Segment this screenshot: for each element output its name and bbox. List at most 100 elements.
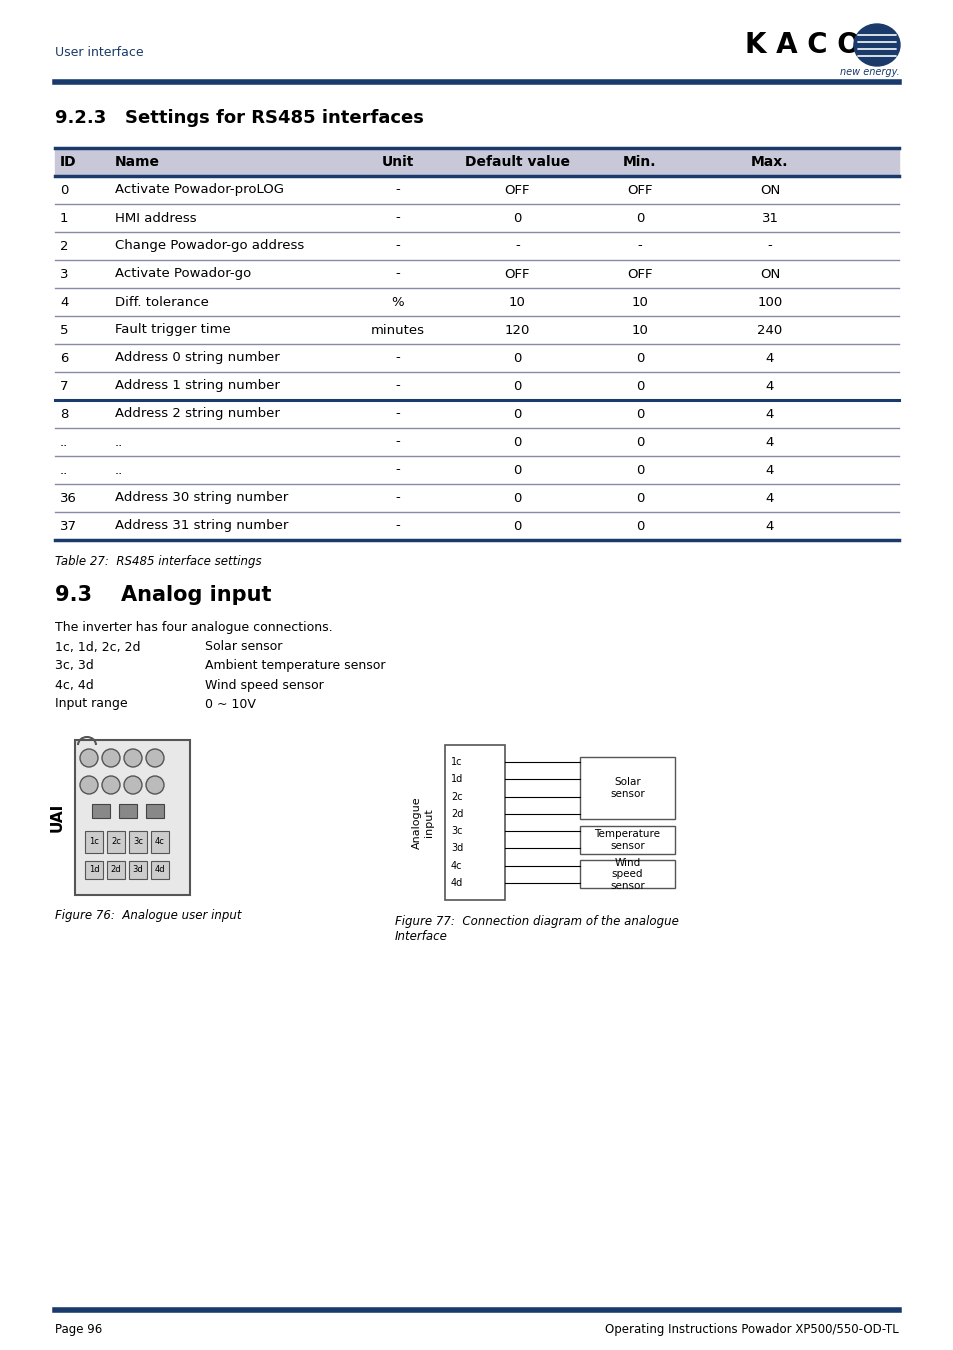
Text: 8: 8 <box>60 408 69 420</box>
Text: minutes: minutes <box>370 324 424 336</box>
Circle shape <box>146 749 164 767</box>
Text: OFF: OFF <box>626 267 652 281</box>
Text: 4: 4 <box>765 463 774 477</box>
Text: 1c, 1d, 2c, 2d: 1c, 1d, 2c, 2d <box>55 640 140 653</box>
Text: 0: 0 <box>513 379 521 393</box>
Text: 2d: 2d <box>111 865 121 875</box>
Text: 10: 10 <box>631 296 648 309</box>
Text: ..: .. <box>60 436 69 448</box>
Circle shape <box>102 749 120 767</box>
Text: 7: 7 <box>60 379 69 393</box>
Text: 2: 2 <box>60 239 69 252</box>
Text: 4: 4 <box>765 491 774 505</box>
Text: 0: 0 <box>513 408 521 420</box>
Text: Solar sensor: Solar sensor <box>205 640 282 653</box>
Text: -: - <box>395 436 399 448</box>
Text: 3c: 3c <box>132 837 143 846</box>
Text: Min.: Min. <box>622 155 656 169</box>
Text: ..: .. <box>115 463 123 477</box>
Circle shape <box>80 776 98 794</box>
Text: 37: 37 <box>60 520 77 532</box>
Text: 3d: 3d <box>451 844 463 853</box>
Text: 4c, 4d: 4c, 4d <box>55 679 93 691</box>
Circle shape <box>146 776 164 794</box>
Text: %: % <box>391 296 403 309</box>
Text: Diff. tolerance: Diff. tolerance <box>115 296 209 309</box>
Text: 4: 4 <box>765 351 774 364</box>
Text: Input range: Input range <box>55 698 128 710</box>
Text: 3c, 3d: 3c, 3d <box>55 660 93 672</box>
Text: -: - <box>767 239 772 252</box>
Bar <box>129 832 147 853</box>
Bar <box>107 832 125 853</box>
Text: 4: 4 <box>765 408 774 420</box>
Text: Temperature
sensor: Temperature sensor <box>594 829 659 850</box>
Text: User interface: User interface <box>55 46 144 58</box>
Text: 10: 10 <box>631 324 648 336</box>
Text: Wind
speed
sensor: Wind speed sensor <box>610 857 644 891</box>
Circle shape <box>102 776 120 794</box>
Text: 0: 0 <box>513 463 521 477</box>
Bar <box>85 861 103 879</box>
Text: HMI address: HMI address <box>115 212 196 224</box>
Text: 0: 0 <box>60 184 69 197</box>
Text: 3c: 3c <box>451 826 462 836</box>
Text: UAI: UAI <box>50 803 65 832</box>
Text: 0: 0 <box>635 436 643 448</box>
Text: 0: 0 <box>635 463 643 477</box>
Text: Address 1 string number: Address 1 string number <box>115 379 279 393</box>
Text: -: - <box>395 267 399 281</box>
Text: ON: ON <box>760 267 780 281</box>
Bar <box>55 148 898 176</box>
Text: ID: ID <box>60 155 76 169</box>
Text: -: - <box>395 491 399 505</box>
Text: 0: 0 <box>513 491 521 505</box>
Text: Figure 76:  Analogue user input: Figure 76: Analogue user input <box>55 909 241 922</box>
Text: 120: 120 <box>504 324 530 336</box>
Circle shape <box>124 776 142 794</box>
Text: 100: 100 <box>757 296 781 309</box>
Text: 0: 0 <box>513 436 521 448</box>
Text: 4c: 4c <box>451 860 462 871</box>
Text: Max.: Max. <box>750 155 788 169</box>
Text: Fault trigger time: Fault trigger time <box>115 324 231 336</box>
Text: -: - <box>395 463 399 477</box>
Text: Activate Powador-go: Activate Powador-go <box>115 267 251 281</box>
Bar <box>119 805 137 818</box>
Bar <box>151 861 169 879</box>
Text: 0: 0 <box>635 351 643 364</box>
Text: ..: .. <box>60 463 69 477</box>
Text: new energy.: new energy. <box>840 68 899 77</box>
Text: -: - <box>395 239 399 252</box>
Text: 4: 4 <box>765 436 774 448</box>
Bar <box>579 757 675 819</box>
Text: 1c: 1c <box>451 757 462 767</box>
Bar <box>91 805 110 818</box>
Text: Page 96: Page 96 <box>55 1323 102 1336</box>
Text: -: - <box>395 408 399 420</box>
Text: 4: 4 <box>765 379 774 393</box>
Text: Solar
sensor: Solar sensor <box>610 778 644 799</box>
Text: -: - <box>395 520 399 532</box>
Text: 0: 0 <box>513 212 521 224</box>
Text: 31: 31 <box>760 212 778 224</box>
Text: Ambient temperature sensor: Ambient temperature sensor <box>205 660 385 672</box>
Text: 4: 4 <box>765 520 774 532</box>
Text: 10: 10 <box>509 296 525 309</box>
Text: 2c: 2c <box>451 791 462 802</box>
Bar <box>579 826 675 853</box>
Text: 0: 0 <box>635 212 643 224</box>
Text: 0: 0 <box>635 408 643 420</box>
Text: -: - <box>637 239 641 252</box>
Bar <box>579 860 675 888</box>
Text: Name: Name <box>115 155 160 169</box>
Text: ..: .. <box>115 436 123 448</box>
Bar <box>146 805 164 818</box>
Text: 0: 0 <box>635 520 643 532</box>
Bar <box>129 861 147 879</box>
Text: Unit: Unit <box>381 155 414 169</box>
Bar <box>85 832 103 853</box>
Text: Analogue
input: Analogue input <box>412 796 434 849</box>
Text: 9.3    Analog input: 9.3 Analog input <box>55 585 272 605</box>
Text: 9.2.3   Settings for RS485 interfaces: 9.2.3 Settings for RS485 interfaces <box>55 109 423 127</box>
